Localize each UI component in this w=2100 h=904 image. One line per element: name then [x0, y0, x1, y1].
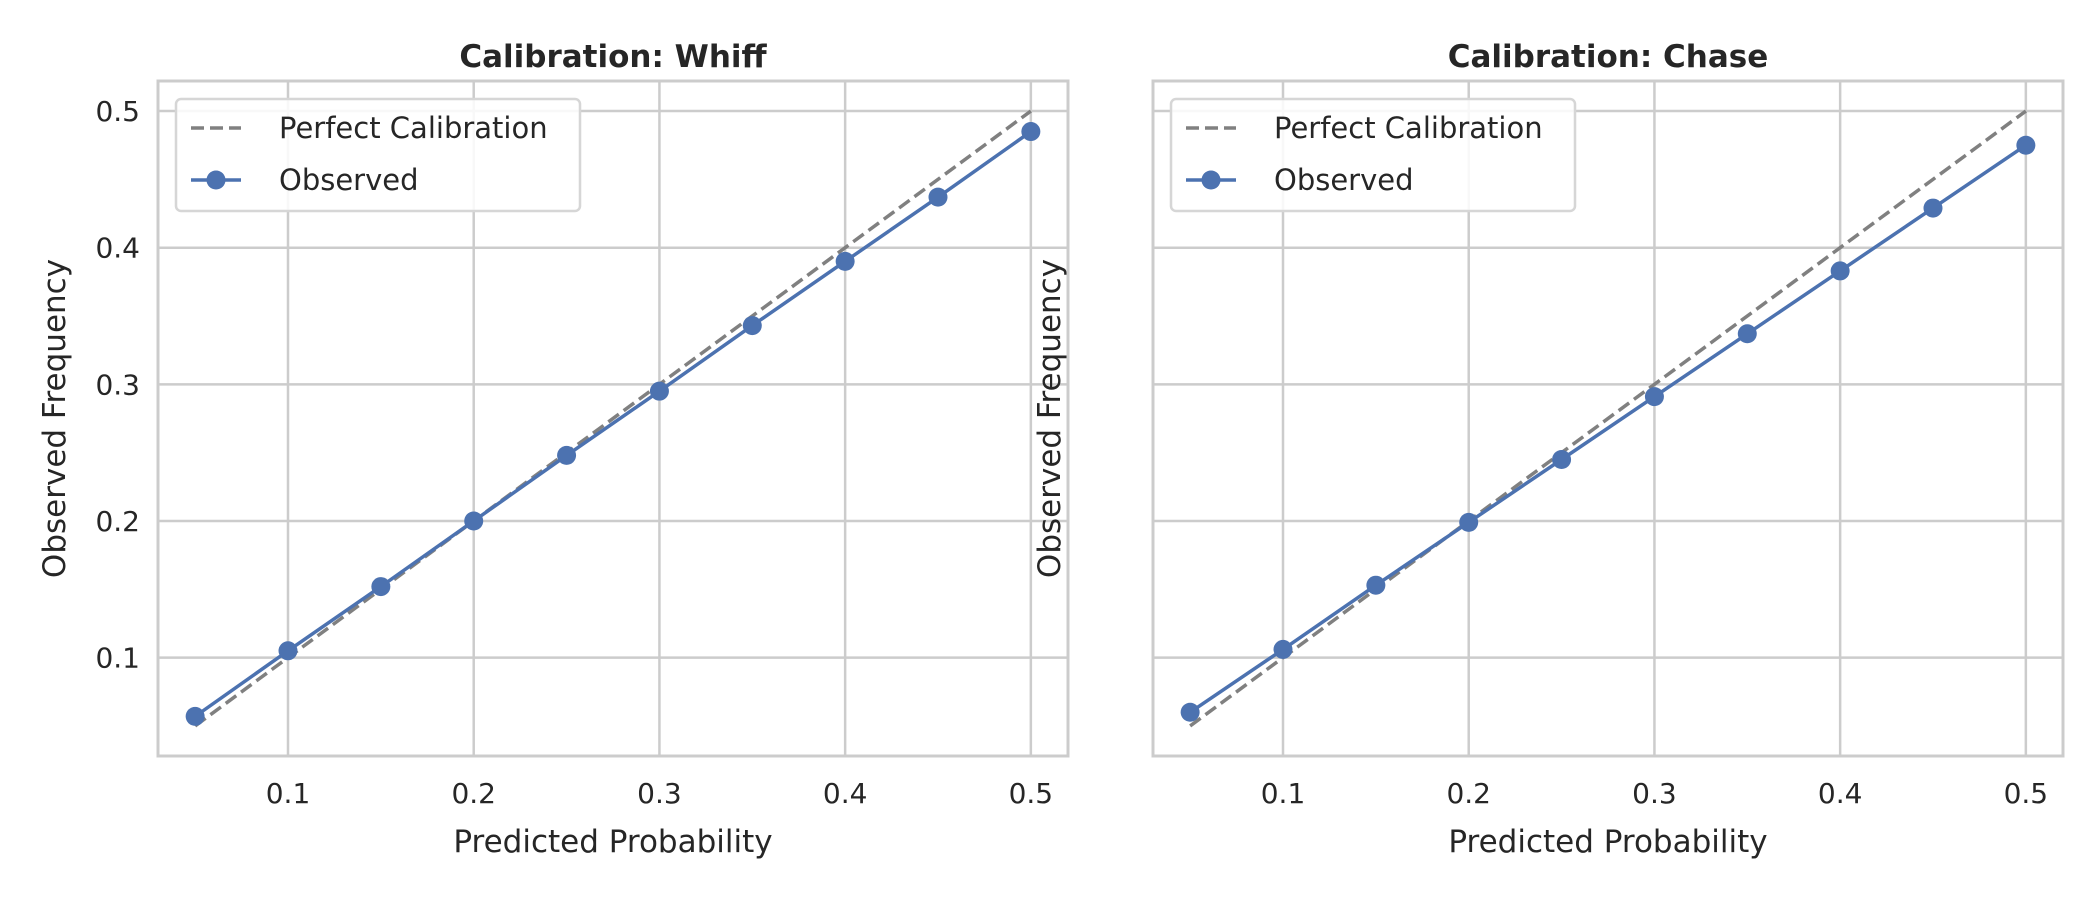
y-tick-label: 0.5: [95, 95, 140, 128]
legend-marker-swatch: [206, 170, 226, 190]
y-tick-label: 0.4: [95, 232, 140, 265]
legend-label: Observed: [1274, 163, 1414, 197]
observed-point: [742, 316, 762, 336]
observed-point: [1737, 324, 1757, 344]
observed-point: [557, 445, 577, 465]
x-axis-label: Predicted Probability: [453, 824, 772, 860]
chart-title: Calibration: Whiff: [459, 39, 767, 75]
x-tick-label: 0.3: [1632, 777, 1677, 810]
chart-title: Calibration: Chase: [1448, 39, 1769, 75]
observed-point: [371, 577, 391, 597]
observed-point: [1021, 122, 1041, 142]
legend-marker-swatch: [1201, 170, 1221, 190]
observed-point: [1273, 639, 1293, 659]
observed-point: [649, 381, 669, 401]
plot-frame: [156, 79, 1070, 758]
perfect-calibration-line: [1189, 109, 2027, 728]
y-tick-label: 0.3: [95, 368, 140, 401]
y-tick-label: 0.1: [95, 642, 140, 675]
observed-point: [1923, 198, 1943, 218]
x-tick-label: 0.3: [637, 777, 682, 810]
perfect-calibration-line: [194, 109, 1032, 728]
observed-point: [928, 187, 948, 207]
observed-point: [1366, 575, 1386, 595]
observed-point: [185, 706, 205, 726]
y-axis-label: Observed Frequency: [1032, 259, 1068, 578]
y-axis-label: Observed Frequency: [37, 259, 73, 578]
legend: Perfect Calibration Observed: [174, 97, 582, 213]
x-tick-label: 0.4: [1818, 777, 1863, 810]
x-tick-label: 0.5: [2004, 777, 2049, 810]
legend: Perfect Calibration Observed: [1169, 97, 1577, 213]
x-tick-label: 0.4: [823, 777, 868, 810]
x-tick-label: 0.5: [1009, 777, 1054, 810]
observed-line: [194, 130, 1032, 718]
chart-panel-2: 0.1 0.2 0.3 0.4 0.5 Calibration: Chase Predict…: [1032, 39, 2065, 860]
observed-point: [1830, 261, 1850, 281]
legend-box: [1169, 97, 1577, 213]
x-tick-label: 0.1: [266, 777, 311, 810]
x-axis-label: Predicted Probability: [1448, 824, 1767, 860]
observed-point: [278, 641, 298, 661]
legend-label: Perfect Calibration: [279, 111, 548, 145]
chart-panel-1: 0.1 0.2 0.3 0.4 0.5 0.1 0.2 0.3 0.4 0.5 Calibratio…: [37, 39, 1070, 860]
observed-point: [1644, 387, 1664, 407]
observed-point: [1552, 449, 1572, 469]
observed-point: [2016, 135, 2036, 155]
observed-point: [464, 511, 484, 531]
observed-point: [1459, 512, 1479, 532]
legend-box: [174, 97, 582, 213]
x-tick-label: 0.2: [1446, 777, 1491, 810]
plot-frame: [1151, 79, 2065, 758]
legend-label: Observed: [279, 163, 419, 197]
x-tick-label: 0.1: [1261, 777, 1306, 810]
observed-point: [835, 251, 855, 271]
legend-label: Perfect Calibration: [1274, 111, 1543, 145]
y-tick-label: 0.2: [95, 505, 140, 538]
x-tick-label: 0.2: [451, 777, 496, 810]
observed-point: [1180, 702, 1200, 722]
observed-line: [1189, 143, 2027, 714]
